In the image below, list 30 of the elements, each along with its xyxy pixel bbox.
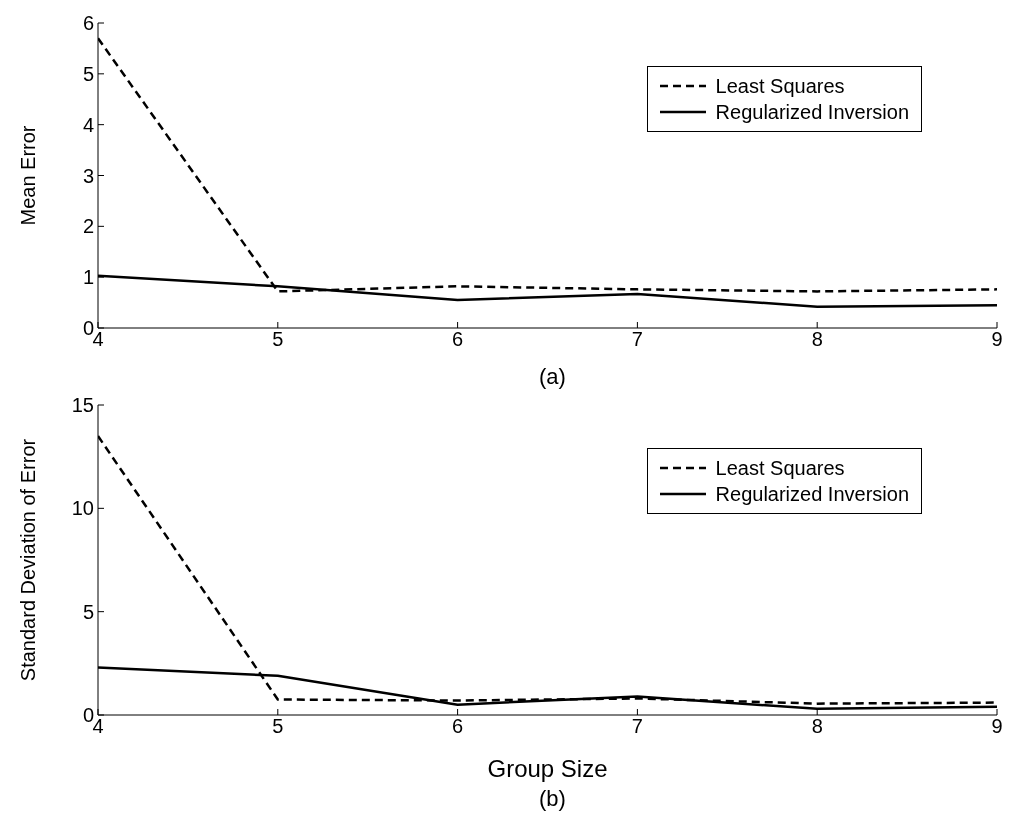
y-tick-label: 3	[82, 164, 94, 187]
y-tick-label: 0	[82, 704, 94, 727]
y-tick-label: 2	[82, 215, 94, 238]
y-tick-label: 15	[71, 394, 94, 417]
legend-label: Regularized Inversion	[715, 482, 909, 506]
y-tick-label: 4	[82, 113, 94, 136]
x-tick-label: 6	[452, 715, 464, 738]
x-tick-label: 6	[452, 328, 464, 351]
y-tick-label: 0	[82, 317, 94, 340]
y-tick-label: 5	[82, 600, 94, 623]
y-tick-label: 10	[71, 497, 94, 520]
x-axis-title: Group Size	[487, 755, 608, 782]
x-tick-label: 8	[811, 715, 823, 738]
y-axis-title: Mean Error	[17, 125, 40, 226]
y-tick-label: 5	[82, 62, 94, 85]
x-tick-label: 7	[631, 715, 643, 738]
x-tick-label: 8	[811, 328, 823, 351]
text: (a)	[538, 364, 567, 390]
x-tick-label: 9	[991, 328, 1003, 351]
text: (b)	[538, 786, 567, 812]
x-tick-label: 5	[272, 328, 284, 351]
legend-label: Least Squares	[715, 456, 845, 480]
legend-label: Regularized Inversion	[715, 100, 909, 124]
x-tick-label: 9	[991, 715, 1003, 738]
y-tick-label: 6	[82, 12, 94, 35]
x-tick-label: 7	[631, 328, 643, 351]
x-tick-label: 5	[272, 715, 284, 738]
y-tick-label: 1	[82, 266, 94, 289]
legend-label: Least Squares	[715, 74, 845, 98]
y-axis-title: Standard Deviation of Error	[17, 438, 40, 682]
